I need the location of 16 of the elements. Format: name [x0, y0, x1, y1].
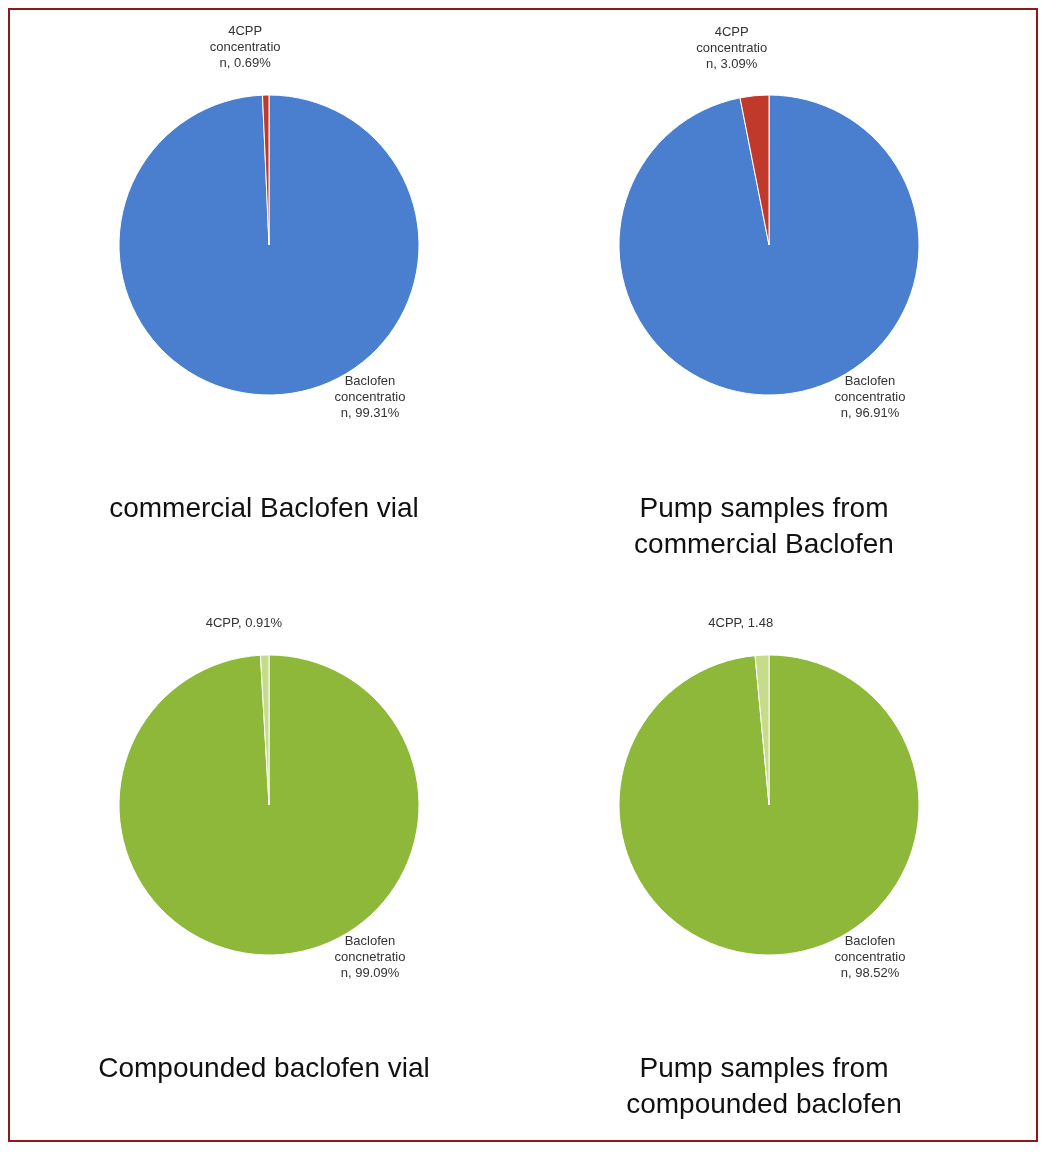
slice-label: Baclofen concentration, 96.91%	[834, 373, 906, 421]
slice-label: Baclofen concentration, 99.31%	[334, 373, 406, 421]
chart-title: Pump samples from compounded baclofen	[626, 1052, 902, 1119]
slice-label: 4CPP, 1.48	[708, 615, 774, 631]
slice-label: 4CPP, 0.91%	[205, 615, 283, 631]
pie-slice	[754, 654, 770, 806]
slice-label: 4CPP concentration, 3.09%	[696, 23, 768, 71]
slice-label: 4CPP concentration, 0.69%	[209, 23, 281, 71]
pie-slice	[262, 94, 270, 246]
slice-label: Baclofen concnetration, 99.09%	[334, 933, 406, 981]
pie-slice	[259, 654, 270, 806]
pie-slice	[739, 94, 770, 246]
chart-title: Pump samples from commercial Baclofen	[634, 492, 894, 559]
chart-title: commercial Baclofen vial	[109, 492, 419, 523]
slice-label: Baclofen concentration, 98.52%	[834, 933, 906, 981]
chart-title: Compounded baclofen vial	[98, 1052, 430, 1083]
